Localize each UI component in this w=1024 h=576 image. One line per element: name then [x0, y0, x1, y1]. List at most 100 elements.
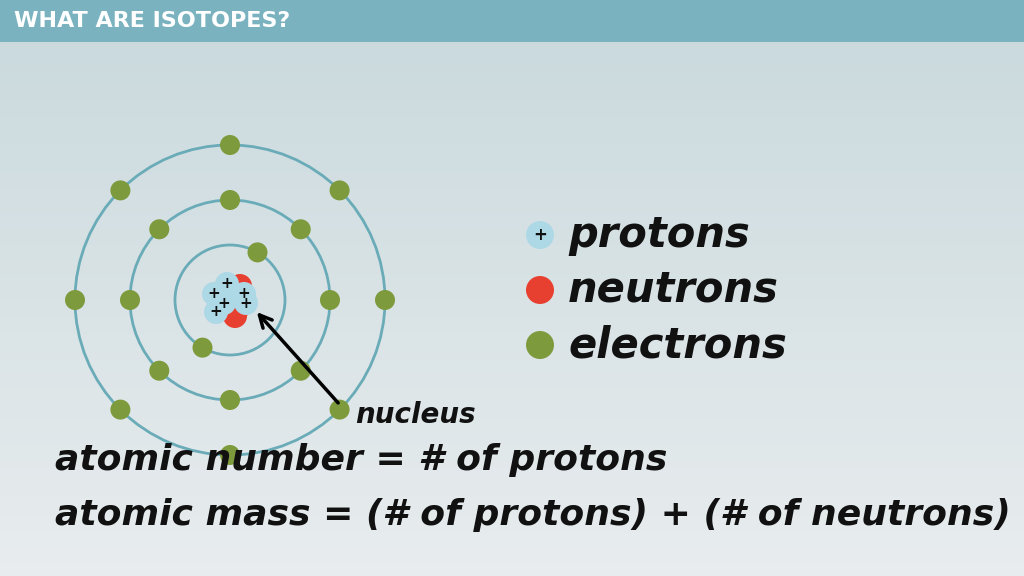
- Bar: [0, 112, 1024, 115]
- Bar: [0, 507, 1024, 510]
- Bar: [0, 164, 1024, 167]
- Bar: [0, 26, 1024, 29]
- Bar: [0, 127, 1024, 130]
- Bar: [0, 259, 1024, 262]
- Bar: [0, 392, 1024, 395]
- Bar: [0, 472, 1024, 475]
- Bar: [0, 86, 1024, 89]
- Bar: [0, 340, 1024, 343]
- Bar: [0, 562, 1024, 564]
- Bar: [0, 475, 1024, 478]
- Circle shape: [150, 219, 169, 239]
- Bar: [0, 452, 1024, 455]
- Bar: [0, 101, 1024, 104]
- Bar: [0, 397, 1024, 400]
- Bar: [0, 153, 1024, 156]
- Bar: [0, 564, 1024, 567]
- Bar: [0, 374, 1024, 377]
- Bar: [0, 420, 1024, 423]
- Bar: [0, 121, 1024, 124]
- Bar: [0, 455, 1024, 458]
- Bar: [0, 63, 1024, 66]
- Circle shape: [319, 290, 340, 310]
- Circle shape: [330, 400, 349, 419]
- Bar: [0, 173, 1024, 176]
- Bar: [0, 279, 1024, 282]
- Bar: [0, 314, 1024, 317]
- Bar: [0, 147, 1024, 150]
- Bar: [0, 518, 1024, 521]
- Bar: [0, 524, 1024, 527]
- Text: +: +: [208, 286, 220, 301]
- Bar: [0, 233, 1024, 236]
- Bar: [0, 196, 1024, 199]
- Bar: [0, 380, 1024, 383]
- Bar: [0, 262, 1024, 265]
- Bar: [0, 69, 1024, 72]
- Bar: [0, 158, 1024, 161]
- Bar: [0, 570, 1024, 573]
- Bar: [0, 291, 1024, 294]
- Bar: [0, 109, 1024, 112]
- Bar: [0, 52, 1024, 55]
- Bar: [0, 268, 1024, 271]
- Bar: [0, 115, 1024, 118]
- Bar: [0, 464, 1024, 467]
- Bar: [0, 432, 1024, 435]
- Bar: [0, 536, 1024, 539]
- Bar: [0, 363, 1024, 366]
- Bar: [0, 213, 1024, 216]
- Bar: [0, 20, 1024, 23]
- Bar: [0, 530, 1024, 533]
- Circle shape: [218, 278, 242, 302]
- Circle shape: [248, 242, 267, 263]
- Bar: [0, 138, 1024, 141]
- Bar: [0, 490, 1024, 492]
- Bar: [0, 179, 1024, 181]
- Bar: [0, 444, 1024, 446]
- Bar: [0, 553, 1024, 556]
- Bar: [0, 383, 1024, 386]
- Circle shape: [220, 190, 240, 210]
- Bar: [0, 386, 1024, 389]
- Bar: [0, 3, 1024, 6]
- Bar: [0, 135, 1024, 138]
- Bar: [0, 43, 1024, 46]
- Bar: [0, 239, 1024, 242]
- Circle shape: [204, 300, 228, 324]
- Bar: [0, 403, 1024, 406]
- Bar: [0, 222, 1024, 225]
- Bar: [0, 305, 1024, 308]
- Bar: [0, 6, 1024, 9]
- Text: neutrons: neutrons: [568, 269, 779, 311]
- Text: +: +: [238, 286, 251, 301]
- Bar: [0, 29, 1024, 32]
- Text: +: +: [210, 305, 222, 320]
- Bar: [0, 245, 1024, 248]
- Bar: [0, 207, 1024, 210]
- Bar: [0, 317, 1024, 320]
- Bar: [0, 343, 1024, 346]
- Bar: [0, 78, 1024, 81]
- Bar: [0, 354, 1024, 357]
- Bar: [0, 84, 1024, 86]
- Bar: [0, 190, 1024, 193]
- Bar: [0, 550, 1024, 553]
- Bar: [0, 228, 1024, 230]
- Circle shape: [220, 135, 240, 155]
- Bar: [0, 516, 1024, 518]
- Bar: [0, 40, 1024, 43]
- Bar: [0, 567, 1024, 570]
- Bar: [0, 265, 1024, 268]
- Circle shape: [150, 361, 169, 381]
- Bar: [0, 92, 1024, 95]
- Bar: [0, 415, 1024, 418]
- Bar: [0, 423, 1024, 426]
- Bar: [0, 484, 1024, 487]
- Bar: [0, 495, 1024, 498]
- Bar: [0, 89, 1024, 92]
- Bar: [0, 288, 1024, 291]
- Bar: [0, 547, 1024, 550]
- Text: WHAT ARE ISOTOPES?: WHAT ARE ISOTOPES?: [14, 11, 290, 31]
- Bar: [0, 75, 1024, 78]
